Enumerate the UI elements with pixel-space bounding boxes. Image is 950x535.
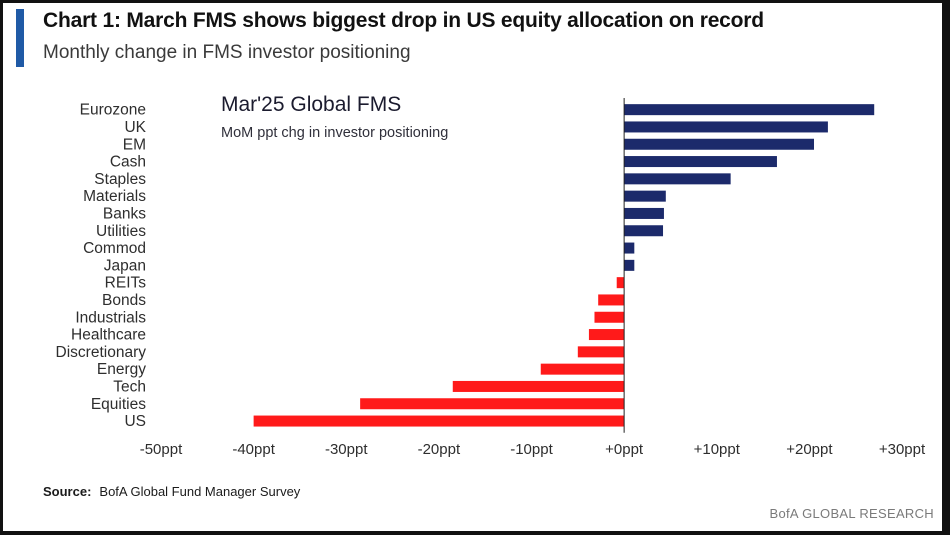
chart-title: Chart 1: March FMS shows biggest drop in…	[43, 9, 764, 32]
category-label: REITs	[105, 275, 147, 292]
chart-subtitle: Monthly change in FMS investor positioni…	[43, 42, 411, 63]
category-label: Cash	[110, 154, 146, 171]
bar-eurozone	[624, 104, 875, 116]
bar-industrials	[594, 311, 625, 323]
x-tick-label: +0ppt	[605, 441, 644, 458]
source-text: BofA Global Fund Manager Survey	[99, 484, 301, 499]
category-label: Discretionary	[56, 344, 147, 361]
category-label: Eurozone	[80, 102, 146, 119]
bar-energy	[540, 363, 625, 375]
bar-equities	[360, 398, 625, 410]
category-label: Utilities	[96, 223, 146, 240]
category-label: Materials	[83, 188, 146, 205]
x-tick-label: -10ppt	[510, 441, 553, 458]
bar-cash	[624, 156, 777, 168]
category-label: Bonds	[102, 292, 146, 309]
x-tick-label: -40ppt	[232, 441, 275, 458]
category-label: UK	[124, 119, 146, 136]
source-note: Source: BofA Global Fund Manager Survey	[43, 484, 300, 499]
category-label: Industrials	[75, 309, 146, 326]
inset-title: Mar'25 Global FMS	[221, 93, 402, 116]
bar-reits	[616, 277, 625, 289]
bar-em	[624, 138, 815, 150]
brand-mark: BofA GLOBAL RESEARCH	[769, 506, 934, 521]
category-label: Tech	[113, 378, 146, 395]
source-label: Source:	[43, 484, 92, 499]
bar-healthcare	[588, 329, 625, 341]
category-label: Healthcare	[71, 327, 146, 344]
bar-banks	[624, 207, 664, 219]
category-label: Commod	[83, 240, 146, 257]
category-label: Equities	[91, 396, 146, 413]
bar-materials	[624, 190, 666, 202]
x-tick-label: +30ppt	[879, 441, 926, 458]
bar-staples	[624, 173, 731, 185]
bar-discretionary	[577, 346, 625, 358]
bar-tech	[452, 380, 625, 392]
category-label: US	[124, 413, 146, 430]
x-tick-label: +10ppt	[694, 441, 741, 458]
title-accent-bar	[16, 9, 24, 67]
bar-us	[253, 415, 625, 427]
category-label: Japan	[104, 257, 146, 274]
chart-card: Chart 1: March FMS shows biggest drop in…	[3, 3, 942, 531]
x-tick-label: -20ppt	[418, 441, 461, 458]
bar-utilities	[624, 225, 664, 237]
category-label: Energy	[97, 361, 146, 378]
category-label: Staples	[94, 171, 146, 188]
bar-japan	[624, 259, 635, 271]
bar-chart: EurozoneUKEMCashStaplesMaterialsBanksUti…	[56, 98, 926, 458]
bar-commod	[624, 242, 635, 254]
x-tick-label: -50ppt	[140, 441, 183, 458]
inset-subtitle: MoM ppt chg in investor positioning	[221, 125, 449, 141]
bar-bonds	[598, 294, 625, 306]
bar-uk	[624, 121, 828, 133]
x-tick-label: -30ppt	[325, 441, 368, 458]
category-label: Banks	[103, 205, 146, 222]
x-tick-label: +20ppt	[786, 441, 833, 458]
category-label: EM	[123, 136, 146, 153]
